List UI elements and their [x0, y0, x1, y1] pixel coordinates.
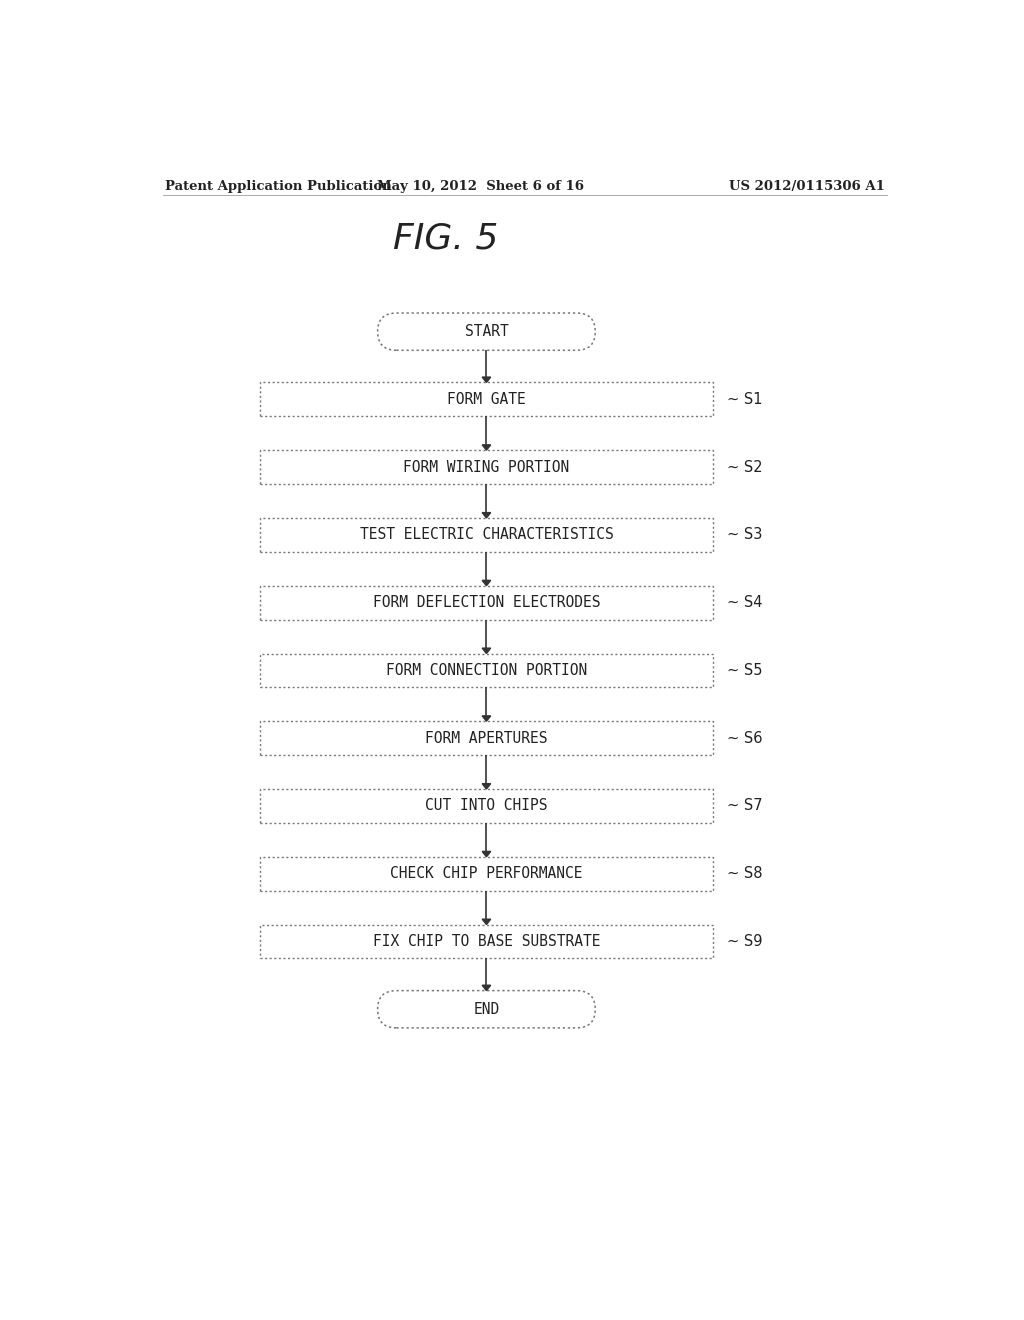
Text: ∼ S2: ∼ S2 — [727, 459, 763, 475]
Text: FORM GATE: FORM GATE — [447, 392, 525, 407]
Bar — [260, 450, 713, 484]
Text: May 10, 2012  Sheet 6 of 16: May 10, 2012 Sheet 6 of 16 — [377, 180, 584, 193]
Text: TEST ELECTRIC CHARACTERISTICS: TEST ELECTRIC CHARACTERISTICS — [359, 528, 613, 543]
Text: FORM APERTURES: FORM APERTURES — [425, 731, 548, 746]
FancyBboxPatch shape — [378, 313, 595, 350]
Text: US 2012/0115306 A1: US 2012/0115306 A1 — [728, 180, 885, 193]
Polygon shape — [482, 581, 490, 586]
Text: CUT INTO CHIPS: CUT INTO CHIPS — [425, 799, 548, 813]
Text: ∼ S5: ∼ S5 — [727, 663, 763, 678]
Polygon shape — [482, 715, 490, 721]
Polygon shape — [482, 445, 490, 450]
Polygon shape — [482, 985, 490, 990]
Bar — [260, 924, 713, 958]
Text: FORM WIRING PORTION: FORM WIRING PORTION — [403, 459, 569, 475]
Text: Patent Application Publication: Patent Application Publication — [165, 180, 392, 193]
Text: ∼ S3: ∼ S3 — [727, 528, 763, 543]
Text: ∼ S1: ∼ S1 — [727, 392, 763, 407]
Bar — [260, 857, 713, 891]
Polygon shape — [482, 784, 490, 789]
Text: FIG. 5: FIG. 5 — [393, 222, 499, 256]
Text: ∼ S9: ∼ S9 — [727, 935, 763, 949]
Text: START: START — [465, 325, 508, 339]
Text: ∼ S4: ∼ S4 — [727, 595, 763, 610]
Text: ∼ S8: ∼ S8 — [727, 866, 763, 882]
Polygon shape — [482, 512, 490, 517]
Polygon shape — [482, 378, 490, 383]
Text: FORM CONNECTION PORTION: FORM CONNECTION PORTION — [386, 663, 587, 678]
Bar — [260, 721, 713, 755]
Polygon shape — [482, 648, 490, 653]
Polygon shape — [482, 919, 490, 924]
Text: FIX CHIP TO BASE SUBSTRATE: FIX CHIP TO BASE SUBSTRATE — [373, 935, 600, 949]
Text: END: END — [473, 1002, 500, 1016]
Text: CHECK CHIP PERFORMANCE: CHECK CHIP PERFORMANCE — [390, 866, 583, 882]
Bar — [260, 789, 713, 822]
FancyBboxPatch shape — [378, 990, 595, 1028]
Text: ∼ S7: ∼ S7 — [727, 799, 763, 813]
Text: ∼ S6: ∼ S6 — [727, 731, 763, 746]
Bar — [260, 653, 713, 688]
Text: FORM DEFLECTION ELECTRODES: FORM DEFLECTION ELECTRODES — [373, 595, 600, 610]
Bar — [260, 517, 713, 552]
Bar — [260, 383, 713, 416]
Bar — [260, 586, 713, 619]
Polygon shape — [482, 851, 490, 857]
